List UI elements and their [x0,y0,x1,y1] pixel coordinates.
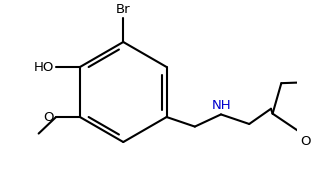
Text: HO: HO [33,61,54,74]
Text: NH: NH [212,99,232,112]
Text: Br: Br [116,3,130,16]
Text: O: O [301,135,311,148]
Text: O: O [43,110,54,123]
